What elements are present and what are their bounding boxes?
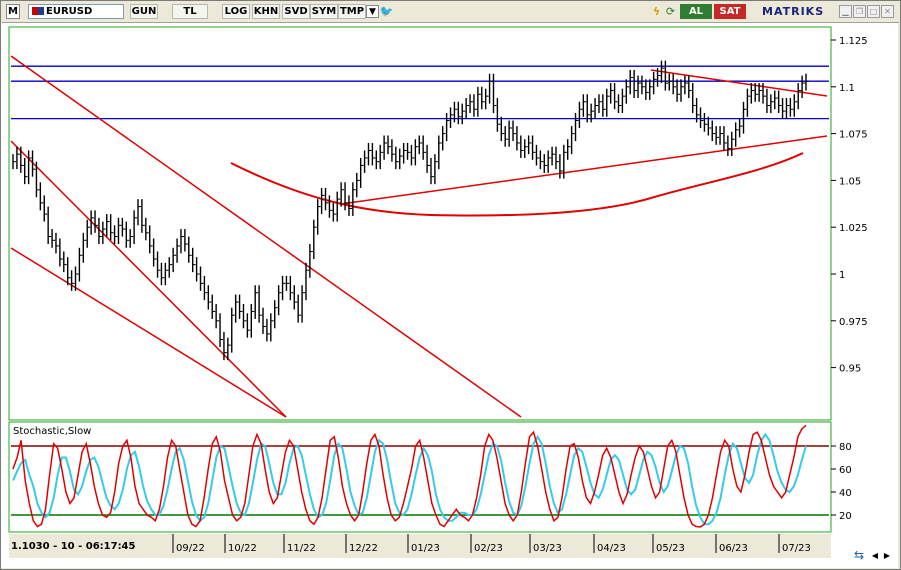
date-axis-label: 04/23 <box>597 543 626 554</box>
chart-canvas: 1.125 1.1 1.075 1.05 1.025 1 0.975 0.95 Stochas… <box>1 23 898 568</box>
date-axis-background <box>9 534 831 558</box>
stochastic-d-line <box>12 432 807 526</box>
sell-button[interactable]: SAT <box>714 4 746 19</box>
stochastic-axis: 80 60 40 20 <box>831 442 852 522</box>
brand-logo: MATRIKS <box>762 5 825 18</box>
price-axis: 1.125 1.1 1.075 1.05 1.025 1 0.975 0.95 <box>831 36 868 375</box>
date-axis: 09/22 10/22 11/22 12/22 01/23 02/23 03/23 04/23… <box>172 534 811 554</box>
stochastic-title: Stochastic,Slow <box>13 426 91 437</box>
price-panel <box>8 26 832 421</box>
channel-lower-line <box>10 247 287 418</box>
date-axis-label: 01/23 <box>411 543 440 554</box>
price-axis-label: 1.1 <box>839 83 855 94</box>
app-menu-button[interactable]: M <box>6 4 20 19</box>
currency-tl-button[interactable]: TL <box>172 4 208 19</box>
channel-middle-line <box>10 140 287 418</box>
log-scale-button[interactable]: LOG <box>222 4 250 19</box>
maximize-button[interactable]: □ <box>867 5 880 18</box>
price-axis-label: 1.075 <box>839 130 868 141</box>
app-letter: M <box>8 6 18 17</box>
stochastic-drawings <box>11 424 829 528</box>
date-axis-label: 09/22 <box>176 543 205 554</box>
symbol-field[interactable]: EURUSD <box>28 4 124 19</box>
restore-button[interactable]: ❐ <box>853 5 866 18</box>
period-daily-button[interactable]: GUN <box>130 4 158 19</box>
date-axis-label: 11/22 <box>287 543 316 554</box>
date-axis-label: 05/23 <box>656 543 685 554</box>
scroll-left-icon[interactable]: ◀ <box>871 550 879 560</box>
refresh-icon[interactable]: ⟳ <box>665 5 676 18</box>
buy-button[interactable]: AL <box>680 4 712 19</box>
lightning-icon[interactable]: ϟ <box>652 5 661 18</box>
price-drawings <box>10 55 829 418</box>
stochastic-axis-label: 80 <box>839 442 852 453</box>
stochastic-k-line <box>12 424 807 528</box>
minimize-button[interactable]: ▁ <box>839 5 852 18</box>
price-axis-label: 0.975 <box>839 317 868 328</box>
sync-icon[interactable]: ⇆ <box>853 548 865 562</box>
stochastic-axis-label: 60 <box>839 465 852 476</box>
twitter-icon[interactable]: 🐦 <box>379 5 394 18</box>
stochastic-axis-label: 40 <box>839 488 852 499</box>
dropdown-arrow-icon[interactable]: ▼ <box>366 5 379 18</box>
svd-button[interactable]: SVD <box>282 4 310 19</box>
khn-button[interactable]: KHN <box>252 4 280 19</box>
channel-upper-line <box>10 55 522 418</box>
cursor-readout: 1.1030 - 10 - 06:17:45 <box>11 541 136 552</box>
date-axis-label: 06/23 <box>719 543 748 554</box>
price-axis-label: 0.95 <box>839 364 861 375</box>
date-axis-label: 12/22 <box>349 543 378 554</box>
price-axis-label: 1.125 <box>839 36 868 47</box>
price-axis-label: 1.025 <box>839 223 868 234</box>
date-axis-label: 07/23 <box>782 543 811 554</box>
toolbar: M EURUSD GUN TL LOG KHN SVD SYM TMP ▼ 🐦 … <box>2 2 899 23</box>
symbol-text: EURUSD <box>46 6 93 17</box>
moving-average-curve <box>230 152 804 217</box>
sym-button[interactable]: SYM <box>310 4 338 19</box>
flag-icon <box>32 7 44 15</box>
date-axis-label: 10/22 <box>228 543 257 554</box>
scroll-right-icon[interactable]: ▶ <box>883 550 891 560</box>
close-button[interactable]: ✕ <box>881 5 894 18</box>
tmp-button[interactable]: TMP <box>338 4 366 19</box>
stochastic-axis-label: 20 <box>839 511 852 522</box>
support-trendline <box>340 135 828 205</box>
price-axis-label: 1 <box>839 270 845 281</box>
price-axis-label: 1.05 <box>839 176 861 187</box>
date-axis-label: 02/23 <box>474 543 503 554</box>
date-axis-label: 03/23 <box>533 543 562 554</box>
